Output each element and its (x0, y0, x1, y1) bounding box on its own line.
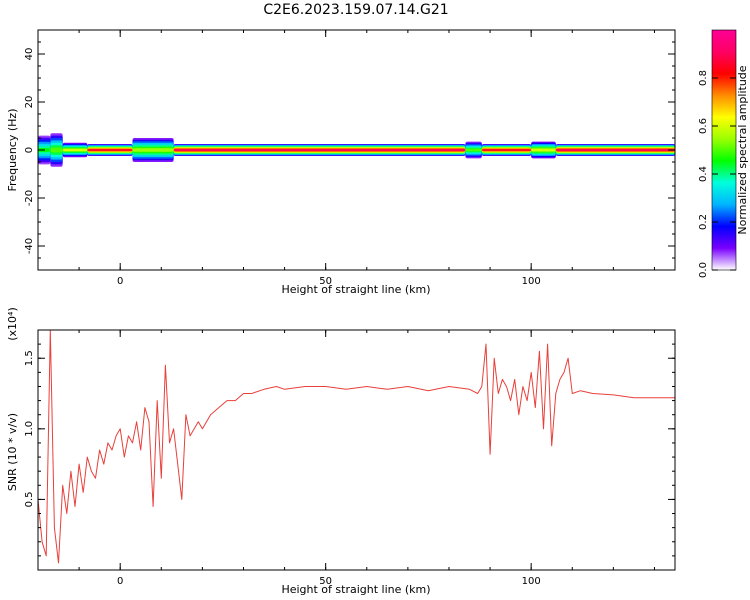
colorbar-tick-label: 0.8 (698, 70, 709, 86)
spectrogram-panel: 0 50 100 -40 -20 0 20 40 Height of straight lin… (6, 29, 676, 296)
y-tick-label: 1.5 (24, 350, 35, 366)
spectrogram-x-axis-label: Height of straight line (km) (281, 283, 430, 296)
band-segment-5-level-6 (173, 149, 466, 151)
snr-scale-label: (x10⁴) (6, 307, 19, 341)
band-segment-3-level-6 (87, 149, 133, 151)
y-tick-label: 0.5 (24, 491, 35, 507)
spectral-band (38, 133, 675, 167)
y-tick-label: 40 (24, 48, 35, 61)
y-tick-label: -20 (24, 190, 35, 206)
band-segment-7-level-6 (481, 149, 532, 151)
snr-x-axis-label: Height of straight line (km) (281, 583, 430, 596)
spectrogram-y-axis-label: Frequency (Hz) (6, 109, 19, 192)
colorbar-tick-label: 0.0 (698, 262, 709, 278)
snr-axes: 0 50 100 0.5 1.0 1.5 (24, 330, 675, 587)
colorbar-tick-label: 0.6 (698, 118, 709, 134)
y-tick-label: 20 (24, 96, 35, 109)
y-tick-label: -40 (24, 238, 35, 254)
band-segment-8-level-6 (531, 148, 556, 152)
band-segment-1-level-6 (50, 147, 63, 153)
colorbar: 0.0 0.2 0.4 0.6 0.8 Normalized spectral ampl… (698, 29, 749, 278)
band-segment-9-level-6 (555, 149, 675, 151)
colorbar-tick-label: 0.4 (698, 166, 709, 182)
x-tick-label: 0 (117, 276, 123, 287)
band-segment-4-level-6 (132, 148, 174, 152)
colorbar-gradient (711, 29, 737, 271)
spectrogram-axes: 0 50 100 -40 -20 0 20 40 (24, 29, 675, 287)
snr-panel: 0 50 100 0.5 1.0 1.5 Height of straight line … (6, 307, 676, 596)
figure-title: C2E6.2023.159.07.14.G21 (263, 2, 448, 18)
y-tick-label: 0 (24, 147, 35, 153)
snr-y-axis-label: SNR (10 * v/v) (6, 413, 19, 491)
band-segment-2-level-6 (62, 148, 88, 152)
x-tick-label: 100 (522, 576, 541, 587)
colorbar-tick-label: 0.2 (698, 214, 709, 230)
snr-plot-area (38, 330, 675, 570)
y-tick-label: 1.0 (24, 421, 35, 437)
x-tick-label: 100 (522, 276, 541, 287)
colorbar-ticks: 0.0 0.2 0.4 0.6 0.8 (698, 70, 736, 278)
band-segment-6-level-6 (465, 148, 482, 152)
snr-line-series-0 (38, 330, 675, 564)
snr-series (38, 330, 675, 564)
x-tick-label: 50 (319, 576, 332, 587)
x-tick-label: 50 (319, 276, 332, 287)
snr-frame (37, 329, 676, 571)
colorbar-label: Normalized spectral amplitude (736, 65, 749, 234)
x-tick-label: 0 (117, 576, 123, 587)
